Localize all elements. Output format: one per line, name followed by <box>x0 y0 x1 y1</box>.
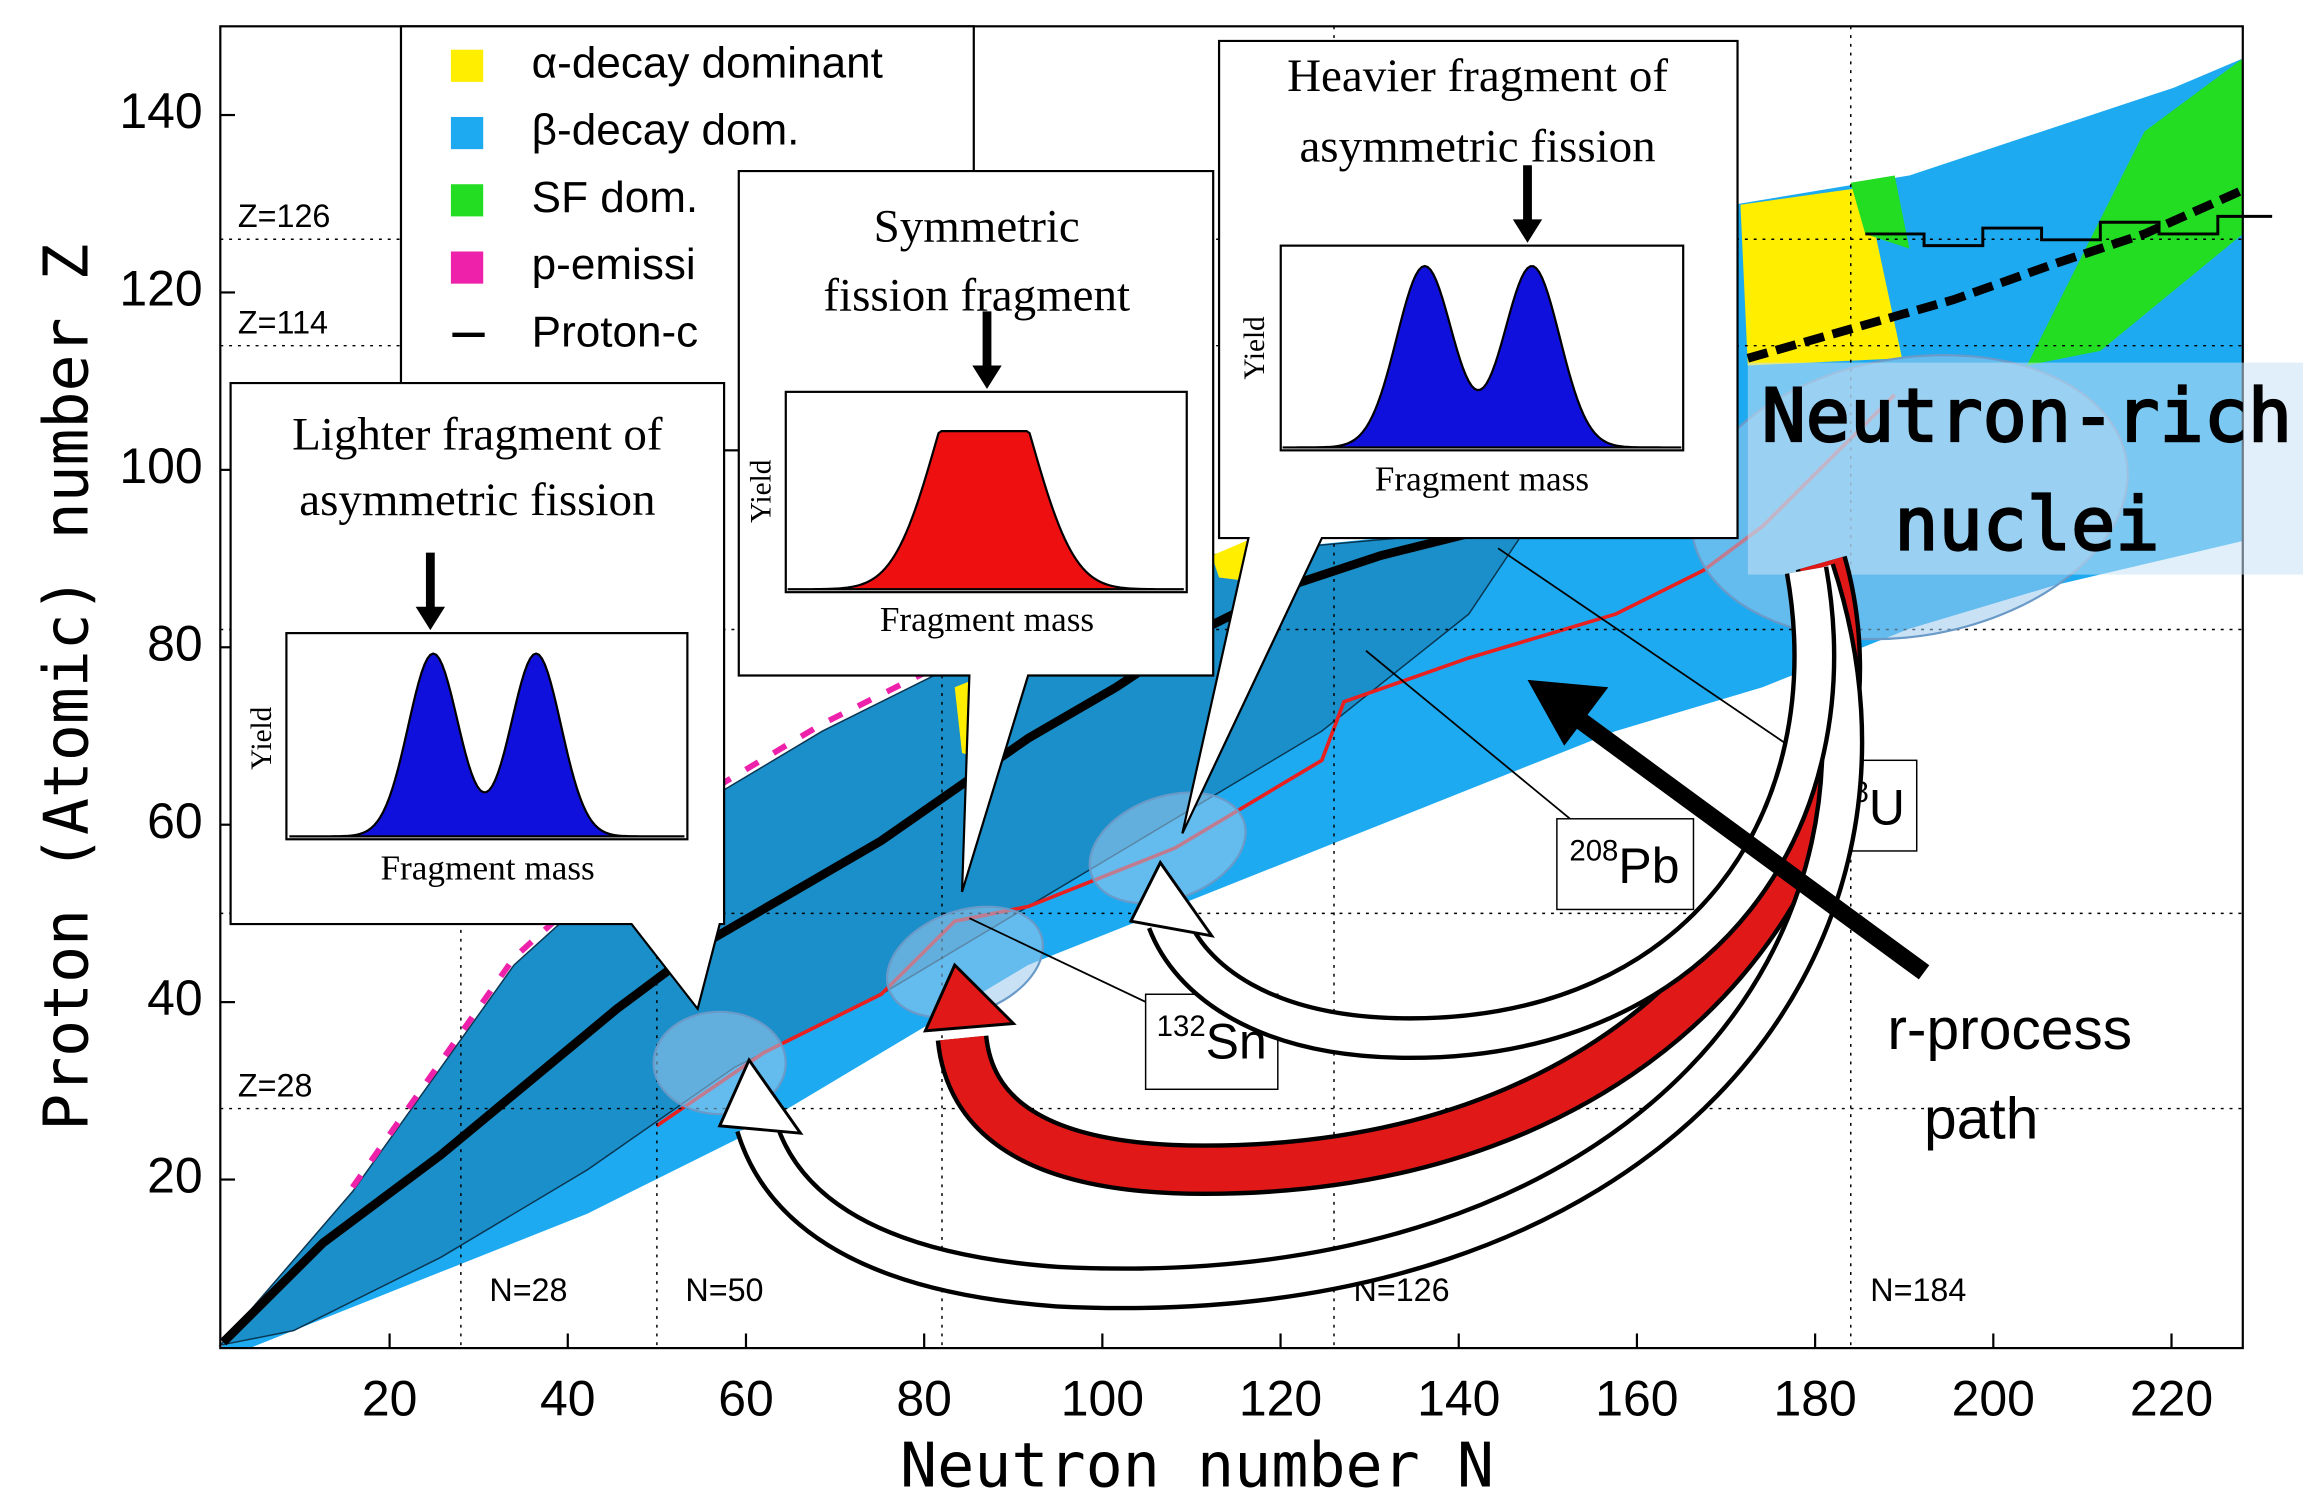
arrowhead <box>922 962 1017 1033</box>
axes: 20 40 60 80 100 120 140 160 180 200 220 20 40 60 80 100… <box>119 83 2213 1426</box>
legend-swatch <box>450 184 484 217</box>
legend-label: p-emissi <box>532 240 696 289</box>
y-tick-label: 140 <box>119 83 202 139</box>
inset-title: Lighter fragment of <box>292 408 663 460</box>
region-label: nuclei <box>1894 482 2159 567</box>
y-tick-label: 100 <box>119 438 202 494</box>
x-tick-label: 140 <box>1417 1370 1500 1426</box>
pointer-head <box>972 365 1002 389</box>
arrows <box>717 555 1930 1311</box>
inset-title: fission fragment <box>823 270 1130 322</box>
distribution <box>787 430 1184 591</box>
y-tick-label: 40 <box>147 970 203 1026</box>
white-arrow <box>1151 567 1832 1056</box>
element-symbol: U <box>1869 780 1905 836</box>
path-label: path <box>1924 1086 2038 1151</box>
distribution <box>1283 264 1681 449</box>
path-label: r-process <box>1887 997 2132 1062</box>
sf-region <box>1850 175 1910 249</box>
element-symbol: Pb <box>1618 838 1679 894</box>
magic-z-label: Z=114 <box>238 305 328 341</box>
path-arrow <box>1573 712 1930 980</box>
inset-y-label: Yield <box>1239 316 1271 380</box>
magic-n-label: N=184 <box>1870 1272 1966 1308</box>
y-tick-label: 60 <box>147 793 203 849</box>
y-axis-title: Proton (Atomic) number Z <box>30 244 102 1131</box>
p-emission-edge <box>350 604 1059 1189</box>
legend-swatch <box>450 49 484 82</box>
y-tick-label: 120 <box>119 261 202 317</box>
nucleus-box <box>1556 818 1695 911</box>
arrowhead <box>1527 679 1609 746</box>
leaders <box>968 547 1822 1010</box>
inset: Lighter fragment of asymmetric fission Y… <box>229 381 726 1012</box>
region-label: Neutron-rich <box>1762 374 2293 459</box>
inset-x-label: Fragment mass <box>380 849 594 888</box>
x-tick-label: 100 <box>1061 1370 1144 1426</box>
leader-line <box>1497 547 1822 769</box>
magic-z-label: Z=126 <box>238 198 330 234</box>
inset: Heavier fragment of asymmetric fission Y… <box>1181 39 1739 834</box>
inset-y-label: Yield <box>246 706 278 770</box>
pointer-head <box>1512 219 1543 243</box>
plot-frame <box>219 25 2244 1350</box>
arrowhead <box>1128 859 1215 938</box>
y-tick-label: 20 <box>147 1148 203 1204</box>
x-tick-label: 20 <box>362 1370 418 1426</box>
x-tick-label: 200 <box>1952 1370 2035 1426</box>
arrowhead <box>717 1057 804 1135</box>
x-tick-label: 80 <box>896 1370 952 1426</box>
magic-z-label: Z=28 <box>238 1068 313 1104</box>
mass-number: 208 <box>1569 834 1618 867</box>
x-tick-label: 40 <box>540 1370 596 1426</box>
nucleus-label: 208Pb <box>1569 834 1679 894</box>
legend-label: α-decay dominant <box>532 38 883 87</box>
mass-number: 132 <box>1157 1010 1206 1043</box>
inset-x-label: Fragment mass <box>880 600 1094 639</box>
leader-line <box>968 917 1161 1010</box>
distribution <box>289 652 685 838</box>
x-axis-title: Neutron number N <box>900 1430 1494 1502</box>
legend-label: SF dom. <box>532 173 698 222</box>
legend-label: β-decay dom. <box>532 106 800 155</box>
x-tick-label: 60 <box>718 1370 774 1426</box>
inset-x-label: Fragment mass <box>1375 460 1589 499</box>
region-label-bg <box>1747 362 2303 575</box>
leader-line <box>1365 649 1580 827</box>
inset-title: asymmetric fission <box>299 474 655 526</box>
legend-label: Proton-c <box>532 308 698 357</box>
inset-y-label: Yield <box>745 459 777 523</box>
x-tick-label: 180 <box>1773 1370 1856 1426</box>
magic-n-label: N=28 <box>489 1272 567 1308</box>
inset-title: Symmetric <box>874 201 1080 253</box>
alpha-region <box>1740 187 1903 366</box>
legend-swatch <box>450 116 484 150</box>
white-arrow <box>739 564 1860 1306</box>
inset: Symmetric fission fragment Yield Fragmen… <box>737 169 1215 893</box>
y-tick-label: 80 <box>147 616 203 672</box>
magic-n-label: N=50 <box>685 1272 763 1308</box>
x-tick-label: 160 <box>1595 1370 1678 1426</box>
legend-swatch <box>450 251 484 284</box>
pointer-head <box>415 606 446 631</box>
inset-title: asymmetric fission <box>1299 120 1655 172</box>
x-tick-label: 220 <box>2130 1370 2213 1426</box>
x-tick-label: 120 <box>1239 1370 1322 1426</box>
ktuy-line <box>1746 186 2245 363</box>
inset-title: Heavier fragment of <box>1287 50 1668 102</box>
sf-region <box>2026 58 2243 366</box>
